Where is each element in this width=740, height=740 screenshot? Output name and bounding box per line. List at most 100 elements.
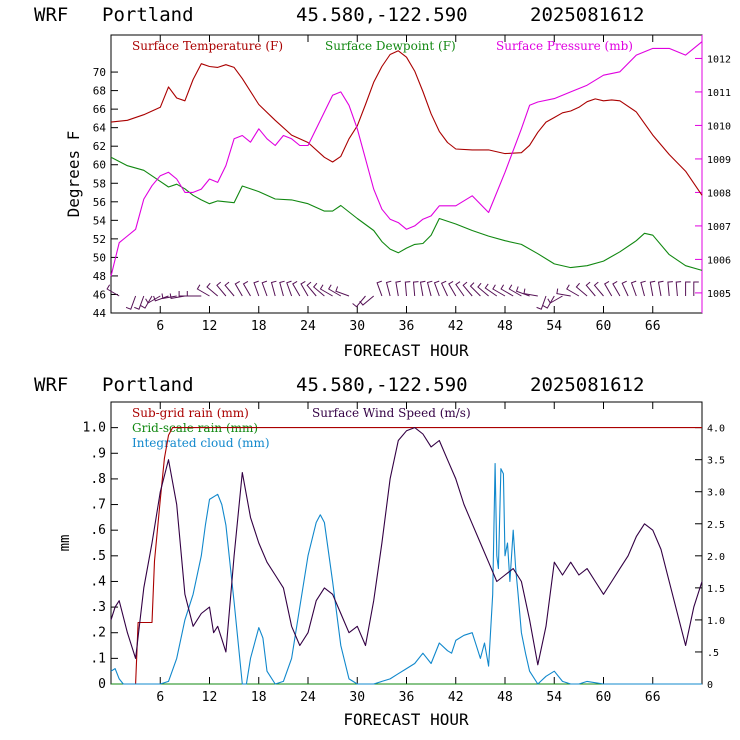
wind-barb xyxy=(300,280,309,297)
wind-barb xyxy=(523,288,538,297)
y-tick-label: 52 xyxy=(93,233,106,246)
y2-tick-label: 1010 xyxy=(707,121,731,132)
wind-barb xyxy=(462,281,473,297)
y2-tick-label: 1008 xyxy=(707,188,731,199)
y-tick-label: .9 xyxy=(90,446,106,461)
x-tick-label: 60 xyxy=(596,319,612,334)
wind-barb xyxy=(286,280,293,297)
series-line-integrated-cloud-mm xyxy=(110,462,702,685)
series-line-surface-wind-speed-m-s xyxy=(110,427,703,666)
wind-barb xyxy=(242,280,251,297)
wind-barb xyxy=(404,281,411,297)
legend-dewpoint: Surface Dewpoint (F) xyxy=(325,39,456,53)
x-tick-label: 36 xyxy=(399,690,415,705)
y-tick-label: .1 xyxy=(90,651,106,666)
y-tick-label: .4 xyxy=(90,574,106,589)
y2-tick-label: 2.5 xyxy=(707,520,725,531)
y-tick-label: 54 xyxy=(93,214,107,227)
panel2-header: WRF Portland 45.580,-122.590 2025081612 xyxy=(34,374,644,396)
y2-tick-label: 1009 xyxy=(707,155,731,166)
wind-barb xyxy=(125,295,137,310)
y2-tick-label: 4.0 xyxy=(707,424,725,435)
y-tick-label: 56 xyxy=(93,196,106,209)
y-tick-label: 48 xyxy=(93,270,106,283)
panel2-model: WRF xyxy=(34,374,68,396)
wind-barb xyxy=(312,282,325,297)
wind-barb xyxy=(140,295,153,309)
wind-barb xyxy=(106,284,120,297)
wind-barb xyxy=(492,284,506,297)
y-tick-label: 62 xyxy=(93,140,106,153)
x-tick-label: 48 xyxy=(497,319,513,334)
wind-barb xyxy=(328,284,342,297)
legend-cloud: Integrated cloud (mm) xyxy=(132,436,270,450)
wind-barb xyxy=(169,293,185,299)
wind-barb xyxy=(376,280,383,297)
y2-tick-label: 2.0 xyxy=(707,552,725,563)
y-tick-label: .3 xyxy=(90,600,106,615)
y2-tick-label: .5 xyxy=(707,648,719,659)
y2-tick-label: 1007 xyxy=(707,222,731,233)
y-tick-label: 68 xyxy=(93,85,106,98)
y-tick-label: 50 xyxy=(93,251,106,264)
panel1-model: WRF xyxy=(34,4,68,26)
wind-barb xyxy=(657,280,664,297)
temperature-pressure-panel: Surface Temperature (F) Surface Dewpoint… xyxy=(64,34,731,360)
wind-barb xyxy=(206,282,219,297)
panel1-xlabel: FORECAST HOUR xyxy=(343,341,469,360)
panel2-ylabel: mm xyxy=(57,535,73,552)
x-tick-label: 36 xyxy=(399,319,415,334)
y-tick-label: 58 xyxy=(93,177,106,190)
panel1-header: WRF Portland 45.580,-122.590 2025081612 xyxy=(34,4,644,26)
wind-barb xyxy=(412,281,419,297)
wind-barb xyxy=(153,295,169,302)
series-line-surface-pressure-mb xyxy=(110,41,703,277)
x-tick-label: 54 xyxy=(546,319,562,334)
x-tick-label: 66 xyxy=(645,690,661,705)
y2-tick-label: 1006 xyxy=(707,255,731,266)
wind-barb xyxy=(542,295,555,309)
wind-barb xyxy=(134,295,145,310)
wind-barb xyxy=(536,295,547,310)
legend-wind-speed: Surface Wind Speed (m/s) xyxy=(312,406,471,420)
y-tick-label: 70 xyxy=(93,66,106,79)
panel2-coords: 45.580,-122.590 xyxy=(296,374,468,396)
y-tick-label: 64 xyxy=(93,122,107,135)
series-line-surface-dewpoint-f xyxy=(110,156,703,271)
y2-tick-label: 1012 xyxy=(707,54,731,65)
x-tick-label: 18 xyxy=(251,690,267,705)
wind-barb xyxy=(547,295,563,304)
wind-barb xyxy=(395,280,401,297)
wind-barb xyxy=(556,288,571,297)
wind-barb xyxy=(352,295,366,308)
legend-pressure: Surface Pressure (mb) xyxy=(496,39,633,53)
wind-barb xyxy=(178,291,194,297)
wind-barb xyxy=(448,280,457,297)
y2-tick-label: 0 xyxy=(707,680,713,691)
series-line-sub-grid-rain-mm xyxy=(111,427,702,685)
wind-barb xyxy=(161,293,177,299)
wind-barb xyxy=(253,280,260,297)
wind-barb xyxy=(433,280,440,297)
y2-tick-label: 1.0 xyxy=(707,616,725,627)
x-tick-label: 30 xyxy=(349,690,365,705)
legend-temperature: Surface Temperature (F) xyxy=(132,39,283,53)
x-tick-label: 54 xyxy=(546,690,562,705)
wind-barb xyxy=(359,295,375,306)
y-tick-label: 60 xyxy=(93,159,106,172)
y2-tick-label: 1.5 xyxy=(707,584,725,595)
y2-tick-label: 1005 xyxy=(707,289,731,300)
x-tick-label: 60 xyxy=(596,690,612,705)
panel2-xlabel: FORECAST HOUR xyxy=(343,710,469,729)
y-tick-label: 46 xyxy=(93,288,106,301)
wind-barb xyxy=(385,280,392,297)
wind-barb xyxy=(630,280,637,297)
wind-barb xyxy=(585,281,596,297)
wind-barb xyxy=(216,281,227,297)
y-tick-label: 66 xyxy=(93,103,106,116)
wind-barb xyxy=(649,280,656,297)
wind-barb xyxy=(145,295,161,304)
y-tick-label: 0 xyxy=(98,677,106,692)
y2-tick-label: 1011 xyxy=(707,88,731,99)
